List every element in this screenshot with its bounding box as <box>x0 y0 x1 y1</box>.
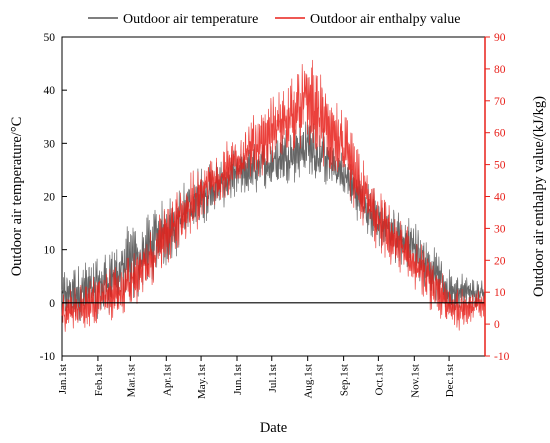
x-tick-label: Dec.1st <box>444 364 456 397</box>
y2-tick-label: 0 <box>494 319 500 331</box>
y2-tick-label: -10 <box>494 351 510 363</box>
legend: Outdoor air temperature Outdoor air enth… <box>88 12 460 27</box>
legend-label-enthalpy: Outdoor air enthalpy value <box>310 12 460 27</box>
y2-tick-label: 60 <box>494 128 506 140</box>
temperature-series-line <box>61 121 486 322</box>
y-tick-label: 40 <box>44 85 56 97</box>
x-tick-label: Feb.1st <box>93 364 105 396</box>
x-tick-label: Jan.1st <box>57 364 69 394</box>
legend-label-temperature: Outdoor air temperature <box>123 12 258 27</box>
plot-frame <box>61 36 486 357</box>
y-tick-label: 10 <box>44 245 56 257</box>
x-tick-label: May.1st <box>196 364 208 399</box>
y2-tick-label: 30 <box>494 223 506 235</box>
x-tick-label: Nov.1st <box>409 364 421 398</box>
x-tick-label: Jul.1st <box>267 364 279 392</box>
y2-tick-label: 80 <box>494 64 506 76</box>
y-axis-title: Outdoor air temperature/°C <box>9 117 25 277</box>
right-axis: -10 0 10 20 30 40 50 60 70 80 90 <box>484 32 510 363</box>
x-tick-label: Mar.1st <box>125 364 137 397</box>
y-tick-label: 20 <box>44 192 56 204</box>
y2-axis-title: Outdoor air enthalpy value/(kJ/kg) <box>531 96 547 297</box>
x-tick-label: Sep.1st <box>339 364 351 396</box>
x-tick-label: Oct.1st <box>373 364 385 395</box>
x-tick-label: Jun.1st <box>232 364 244 395</box>
y-tick-label: -10 <box>40 351 56 363</box>
y2-tick-label: 40 <box>494 192 506 204</box>
x-axis-title: Date <box>260 420 287 436</box>
x-tick-label: Apr.1st <box>161 364 173 396</box>
y2-tick-label: 50 <box>494 160 506 172</box>
y-tick-label: 50 <box>44 32 56 44</box>
left-axis: -10 0 10 20 30 40 50 <box>40 32 67 363</box>
y2-tick-label: 90 <box>494 32 506 44</box>
y2-tick-label: 10 <box>494 287 506 299</box>
enthalpy-series-line <box>61 59 486 332</box>
y-tick-label: 30 <box>44 138 56 150</box>
y-tick-label: 0 <box>49 298 55 310</box>
x-tick-label: Aug.1st <box>303 364 315 399</box>
x-axis: Jan.1st Feb.1st Mar.1st Apr.1st May.1st Jun.1… <box>57 356 456 399</box>
series-layer <box>61 59 486 332</box>
y2-tick-label: 20 <box>494 255 506 267</box>
y2-tick-label: 70 <box>494 96 506 108</box>
